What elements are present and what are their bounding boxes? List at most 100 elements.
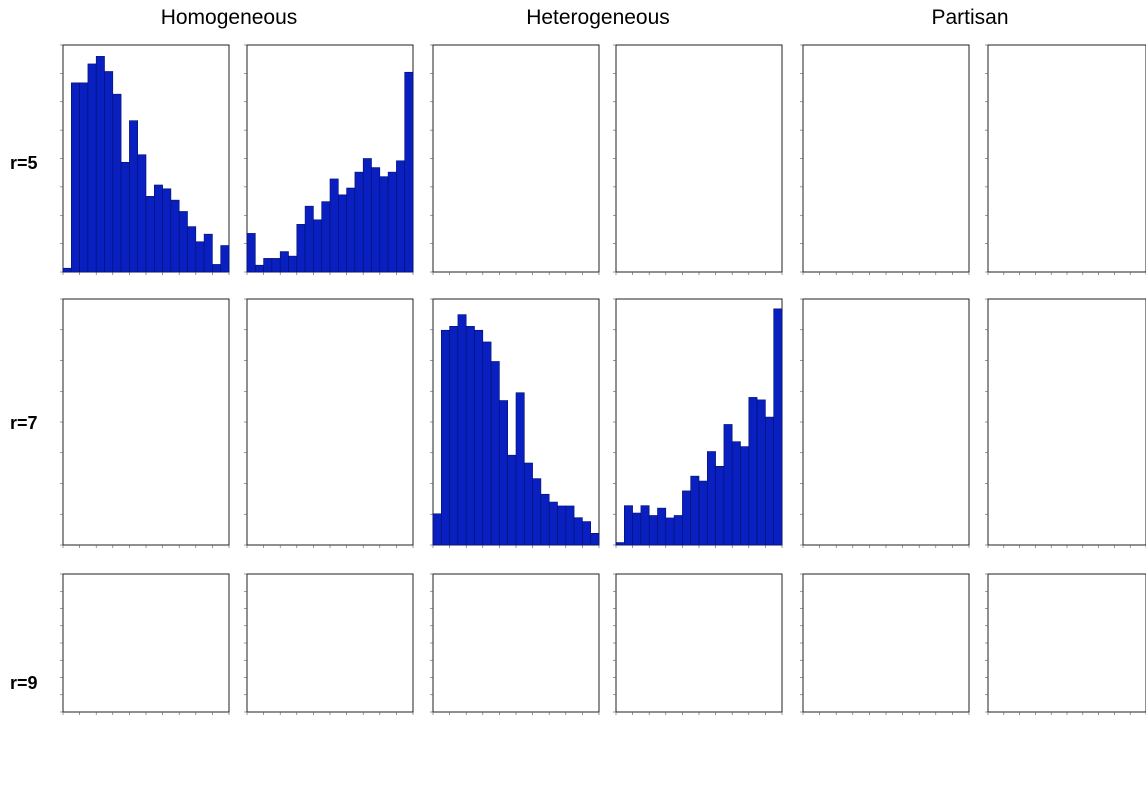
histogram-bar [523,462,533,546]
histogram-bar [329,178,339,273]
histogram-bar [765,416,775,546]
histogram-bar [565,505,575,546]
column-title-homogeneous: Homogeneous [160,6,298,29]
histogram-bar [154,184,163,273]
histogram-bar [648,515,658,546]
histogram-bar [220,245,230,273]
histogram-bar [532,478,542,546]
histogram-bar [346,187,356,273]
histogram-bar [490,361,500,546]
panel-frame [432,44,600,273]
histogram-bar [404,71,414,273]
histogram-bar [682,490,692,546]
histogram-bar [296,224,306,273]
histogram-bar [457,314,467,546]
histogram-bar [465,326,475,546]
histogram-bar [474,329,484,546]
histogram-bar [499,400,508,546]
histogram-bar [337,194,347,273]
panel-frame [987,573,1146,713]
histogram-bar [87,63,97,273]
histogram-bar [396,160,405,273]
histogram-bar [706,451,716,546]
histogram-bar [623,505,633,546]
histogram-bar [740,446,750,546]
histogram-bar [756,399,766,546]
panel-frame [615,573,783,713]
histogram-bar [362,158,372,273]
histogram-bar [263,258,273,273]
histogram-bar [573,517,583,546]
row-label-r7: r=7 [10,413,38,433]
histogram-bar [482,341,492,546]
histogram-bar [137,154,147,273]
histogram-bar [449,326,459,546]
histogram-bar [440,329,450,546]
histogram-bar [279,251,289,273]
panel-frame [62,573,230,713]
histogram-bar [288,255,298,273]
histogram-bar [379,176,389,273]
histogram-bar [187,226,197,273]
histogram-bar [515,392,525,546]
histogram-bar [387,171,397,273]
histogram-bar [657,507,667,546]
histogram-bar [162,188,172,273]
histogram-1 [246,71,414,273]
panel-frame [987,44,1146,273]
histogram-bar [715,465,725,546]
histogram-bar [371,167,381,273]
histogram-bar [304,205,314,273]
histogram-bar [120,161,130,273]
histogram-bar [690,475,700,546]
histogram-2 [432,314,600,546]
histogram-bar [112,93,122,273]
histogram-bar [321,201,331,273]
histogram-0 [62,56,230,273]
panel-frame [62,298,230,546]
histogram-bar [354,171,364,273]
histogram-bar [212,264,221,273]
histogram-bar [195,241,205,273]
histogram-bar [748,397,758,546]
panel-frame [246,298,414,546]
histogram-3 [615,308,783,546]
histogram-bar [582,521,592,546]
histogram-bar [723,424,733,546]
histogram-bar [731,441,741,546]
column-title-heterogeneous: Heterogeneous [526,6,670,29]
histogram-bar [203,233,213,273]
histogram-bar [178,211,188,273]
histogram-bar [170,199,180,273]
histogram-bar [640,505,650,546]
histogram-bar [255,264,264,273]
histogram-bar [507,454,517,546]
panel-frame [802,573,970,713]
histogram-bar [313,219,322,273]
row-label-r5: r=5 [10,153,38,173]
histogram-bar [79,82,89,273]
histogram-bar [271,258,281,273]
histogram-bar [62,267,72,273]
histogram-bar [665,517,675,546]
column-title-partisan: Partisan [931,6,1009,29]
histogram-bar [590,532,600,546]
histogram-bar [773,308,783,546]
histogram-bar [557,505,567,546]
panel-frame [802,44,970,273]
histogram-bar [632,512,642,546]
histogram-bar [95,56,105,273]
histogram-bar [104,71,114,273]
panel-frame [802,298,970,546]
histogram-bar [698,480,708,546]
histogram-bar [71,82,80,273]
histogram-bar [145,196,155,273]
histogram-bar [673,515,683,546]
panel-frame [246,573,414,713]
row-label-r9: r=9 [10,673,38,693]
panel-frame [615,44,783,273]
panel-frame [432,573,600,713]
histogram-bar [615,542,625,546]
